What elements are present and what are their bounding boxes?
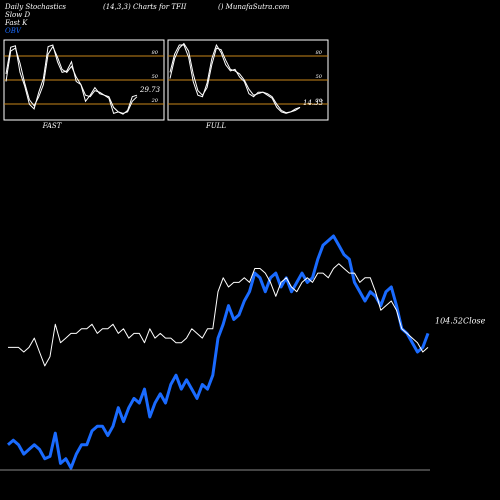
full-panel-label: FULL (205, 122, 226, 130)
fast-panel-label: FAST (42, 122, 63, 130)
chart-title-center: (14,3,3) Charts for TFII (103, 3, 187, 11)
fast-series-line-1 (5, 45, 138, 114)
full-ytick-80: 80 (316, 50, 323, 56)
legend-slow-d: Slow D (5, 11, 31, 19)
last-close-label: 104.52Close (435, 316, 486, 325)
fast-ytick-20: 20 (151, 98, 159, 104)
main-series-line-price (8, 263, 429, 367)
fast-ytick-80: 80 (152, 50, 159, 56)
full-series-line-0 (169, 43, 301, 114)
full-series-line-1 (169, 42, 301, 114)
main-series-line-obv (7, 234, 430, 470)
legend-fast-k: Fast K (5, 19, 28, 27)
fast-ytick-50: 50 (152, 74, 159, 80)
full-ytick-20: 20 (315, 98, 323, 104)
fast-current-value-label: 29.73 (139, 86, 161, 94)
full-current-value-label: 14.33 (303, 99, 324, 107)
chart-title-left: Daily Stochastics (5, 3, 67, 11)
full-ytick-50: 50 (316, 74, 323, 80)
fast-series-line-0 (5, 44, 138, 115)
chart-title-right: () MunafaSutra.com (218, 3, 290, 11)
legend-obv: OBV (5, 27, 21, 35)
